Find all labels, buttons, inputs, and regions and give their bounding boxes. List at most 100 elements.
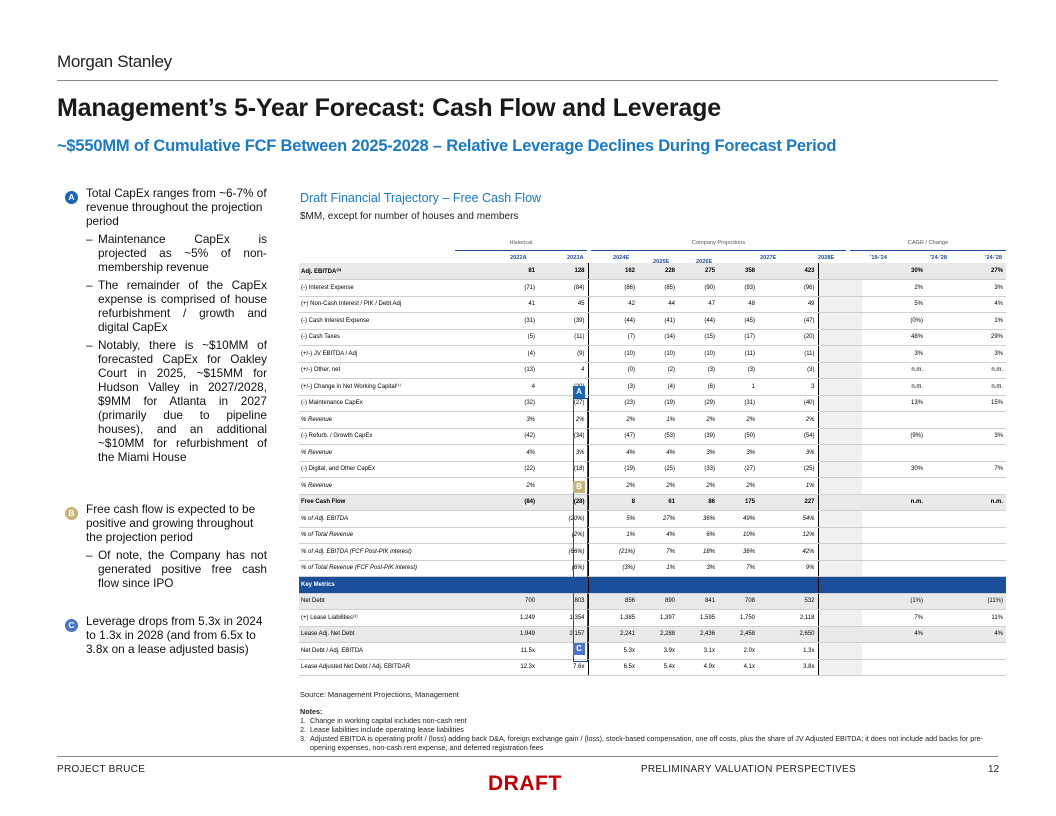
- table-cell: n.m.: [862, 494, 926, 511]
- row-label: (+/-) Change in Net Working Capital⁽¹⁾: [299, 378, 495, 396]
- table-cell: (50): [718, 428, 758, 445]
- table-gap: [818, 560, 862, 577]
- table-cell: 2%: [495, 477, 538, 495]
- table-cell: n.m.: [862, 362, 926, 379]
- page-number: 12: [988, 764, 1000, 775]
- table-cell: [926, 510, 1006, 528]
- table-cell: 2,288: [638, 626, 678, 643]
- table-row: % of Adj. EBITDA (20%) 5% 27% 36% 49% 54%: [299, 510, 1006, 528]
- table-row: Lease Adj. Net Debt 1,949 2,157 2,241 2,288 2…: [299, 626, 1006, 643]
- source-note: Source: Management Projections, Manageme…: [300, 690, 459, 699]
- table-cell: 44: [638, 296, 678, 313]
- table-cell: 36%: [718, 543, 758, 561]
- table-cell: 3.1x: [678, 642, 718, 660]
- table-gap: [818, 296, 862, 313]
- table-cell: [862, 659, 926, 676]
- table-cell: 4.9x: [678, 659, 718, 676]
- table-cell: [638, 576, 678, 594]
- table-cell: n.m.: [926, 378, 1006, 396]
- table-cell: (11): [758, 345, 819, 363]
- row-label: (+/-) Other, net: [299, 362, 495, 379]
- table-cell: 86: [678, 494, 718, 511]
- table-cell: 12%: [758, 527, 819, 544]
- table-row: (-) Cash Taxes (5) (11) (7) (14) (15) (17) (20)…: [299, 329, 1006, 346]
- row-label: (-) Digital, and Other CapEx: [299, 461, 495, 478]
- row-label: % Revenue: [299, 411, 495, 429]
- table-row: (+) Non-Cash Interest / PIK / Debt Adj 41…: [299, 296, 1006, 313]
- commentary-block-a: A Total CapEx ranges from ~6-7% of reven…: [62, 186, 267, 464]
- table-row: % Revenue 4% 3% 4% 4% 3% 3% 3%: [299, 444, 1006, 462]
- table-cell: 2%: [862, 279, 926, 297]
- notes: Notes: 1. Change in working capital inclu…: [300, 707, 990, 752]
- table-row: Lease Adjusted Net Debt / Adj. EBITDAR 12…: [299, 659, 1006, 676]
- table-cell: [926, 576, 1006, 594]
- table-cell: 30%: [862, 263, 926, 280]
- table-row: (+/-) Change in Net Working Capital⁽¹⁾ 4 (…: [299, 378, 1006, 396]
- table-row: (+/-) JV EBITDA / Adj (4) (9) (10) (10) (10)(…: [299, 345, 1006, 363]
- col-header: 2025E: [653, 259, 670, 265]
- table-cell: 4: [538, 362, 589, 379]
- table-cell: 708: [718, 593, 758, 610]
- table-cell: (28): [538, 494, 589, 511]
- table-cell: (86): [588, 279, 638, 297]
- note-item: 2. Lease liabilities include operating le…: [300, 725, 464, 734]
- footer-project: PROJECT BRUCE: [57, 764, 146, 775]
- table-cell: 3%: [926, 428, 1006, 445]
- table-cell: [495, 543, 538, 561]
- table-cell: (71): [495, 279, 538, 297]
- table-cell: 3%: [495, 411, 538, 429]
- table-cell: [862, 477, 926, 495]
- page-title: Management’s 5-Year Forecast: Cash Flow …: [57, 94, 721, 122]
- table-cell: [758, 576, 819, 594]
- table-cell: (45): [718, 312, 758, 330]
- table-cell: 2,118: [758, 609, 819, 627]
- table-cell: 5%: [588, 510, 638, 528]
- table-cell: (54): [758, 428, 819, 445]
- row-label: Free Cash Flow: [299, 494, 495, 511]
- table-cell: 49: [758, 296, 819, 313]
- table-cell: (41): [638, 312, 678, 330]
- table-cell: 27%: [926, 263, 1006, 280]
- table-row: (+/-) Other, net (13) 4 (0) (2) (3) (3) (3) n.m.…: [299, 362, 1006, 379]
- table-cell: 1,385: [588, 609, 638, 627]
- table-cell: (3): [588, 378, 638, 396]
- table-cell: 2%: [588, 411, 638, 429]
- table-cell: 2,458: [718, 626, 758, 643]
- table-gap: [818, 626, 862, 643]
- row-label: Adj. EBITDA⁽³⁾: [299, 263, 495, 280]
- table-cell: 61: [638, 494, 678, 511]
- table-cell: (14): [638, 329, 678, 346]
- table-cell: 1,949: [495, 626, 538, 643]
- figure-subtitle: $MM, except for number of houses and mem…: [300, 211, 519, 222]
- tag-c: C: [573, 643, 585, 655]
- table-cell: (15): [678, 329, 718, 346]
- col-header: 2028E: [818, 255, 835, 261]
- table-cell: 2%: [718, 411, 758, 429]
- table-cell: (85): [638, 279, 678, 297]
- table-cell: (1%): [862, 593, 926, 610]
- table-row: % of Total Revenue (2%) 1% 4% 6% 10% 12%: [299, 527, 1006, 544]
- table-cell: (84): [538, 279, 589, 297]
- table-cell: 49%: [718, 510, 758, 528]
- table-cell: 3%: [678, 444, 718, 462]
- col-header: 2022A: [510, 255, 527, 261]
- table-gap: [818, 329, 862, 346]
- col-header: 2027E: [760, 255, 777, 261]
- bullet-b: B Free cash flow is expected to be posit…: [62, 502, 267, 544]
- table-row: % of Total Revenue (FCF Post-PIK interes…: [299, 560, 1006, 577]
- table-cell: 7.6x: [538, 659, 589, 676]
- table-gap: [818, 543, 862, 561]
- table-cell: [862, 642, 926, 660]
- table-cell: 3%: [926, 345, 1006, 363]
- table-cell: [538, 576, 589, 594]
- table-gap: [818, 345, 862, 363]
- row-label: (-) Refurb. / Growth CapEx: [299, 428, 495, 445]
- table-cell: (23): [588, 395, 638, 412]
- row-label: (-) Cash Interest Expense: [299, 312, 495, 330]
- table-cell: 2%: [758, 411, 819, 429]
- table-cell: [862, 543, 926, 561]
- table-cell: 4.1x: [718, 659, 758, 676]
- table-row: (-) Interest Expense (71) (84) (86) (85) (90)…: [299, 279, 1006, 297]
- table-cell: 1%: [758, 477, 819, 495]
- table-cell: 3%: [926, 279, 1006, 297]
